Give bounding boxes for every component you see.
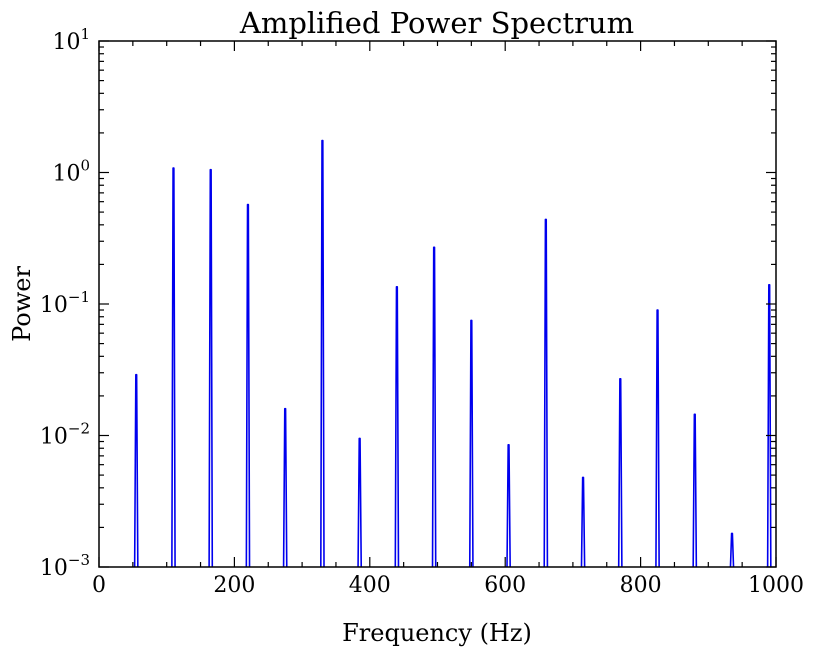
spectrum-peak <box>171 167 176 567</box>
y-tick-label: 100 <box>52 157 90 187</box>
spectrum-peak <box>766 283 772 567</box>
y-tick-label: 10−2 <box>40 420 90 450</box>
y-tick-exponent: −3 <box>68 551 90 569</box>
spectrum-peak <box>133 373 139 567</box>
y-tick-base: 10 <box>40 556 68 581</box>
spectrum-peak <box>580 476 586 567</box>
chart-title: Amplified Power Spectrum <box>239 6 634 40</box>
spectrum-peak <box>729 532 735 567</box>
x-tick-label: 200 <box>213 573 255 598</box>
spectrum-peak <box>431 246 437 567</box>
y-tick-base: 10 <box>40 425 68 450</box>
y-tick-base: 10 <box>52 30 80 55</box>
y-tick-label: 101 <box>52 25 90 55</box>
y-tick-exponent: −1 <box>68 288 90 306</box>
x-tick-label: 800 <box>620 573 662 598</box>
y-tick-base: 10 <box>40 293 68 318</box>
y-axis-label: Power <box>8 266 36 342</box>
y-tick-label: 10−3 <box>40 551 90 581</box>
spectrum-peak <box>468 319 474 567</box>
spectrum-peak <box>692 413 698 567</box>
spectrum-peak <box>655 309 660 567</box>
y-tick-exponent: −2 <box>68 420 90 438</box>
spectrum-peak <box>208 168 214 567</box>
series-layer <box>133 139 772 567</box>
spectrum-peak <box>506 443 511 567</box>
plot-frame <box>98 40 777 568</box>
y-tick-label: 10−1 <box>40 288 90 318</box>
spectrum-peak <box>394 286 400 567</box>
x-tick-label: 400 <box>349 573 391 598</box>
y-tick-base: 10 <box>52 162 80 187</box>
spectrum-peak <box>245 203 251 567</box>
series-group <box>133 139 772 567</box>
spectrum-peak <box>357 437 363 567</box>
spectrum-peak <box>617 377 623 567</box>
spectrum-peak <box>282 407 288 567</box>
spectrum-peak <box>543 218 549 567</box>
y-tick-exponent: 0 <box>80 157 90 175</box>
x-axis-label: Frequency (Hz) <box>342 619 532 647</box>
x-tick-label: 1000 <box>748 573 804 598</box>
spectrum-peak <box>320 139 325 567</box>
x-tick-label: 600 <box>484 573 526 598</box>
y-tick-exponent: 1 <box>80 25 90 43</box>
x-tick-label: 0 <box>92 573 106 598</box>
